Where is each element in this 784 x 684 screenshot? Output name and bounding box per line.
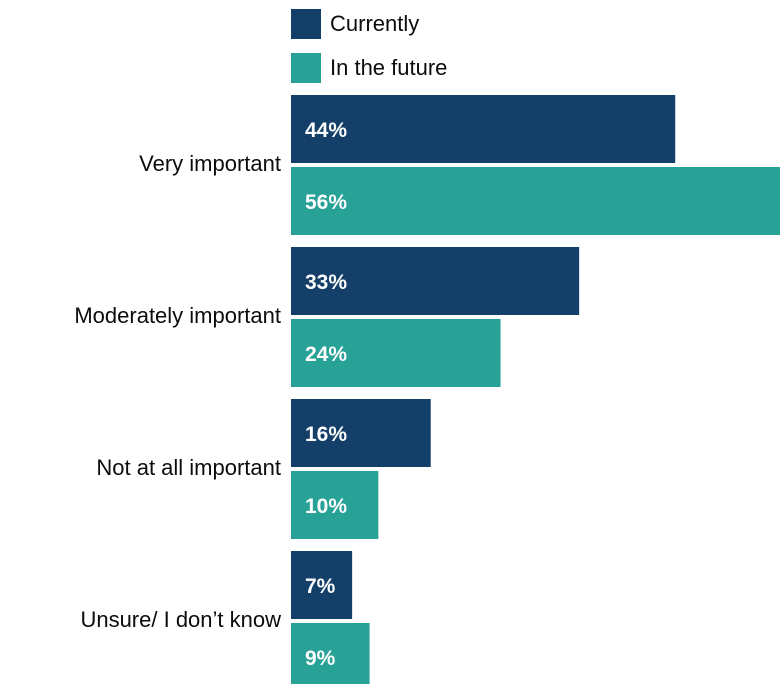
bar-group: 16% 10% Not at all important: [96, 399, 431, 539]
legend: Currently In the future: [291, 9, 447, 83]
category-label: Moderately important: [74, 303, 281, 328]
bar-value-label: 24%: [305, 343, 347, 366]
bar-currently: [291, 551, 353, 619]
bar-currently: [291, 95, 676, 163]
bar-in-the-future: [291, 471, 379, 539]
category-label: Very important: [139, 151, 281, 176]
bar-value-label: 9%: [305, 647, 336, 670]
legend-swatch-in-the-future: [291, 53, 321, 83]
bar-value-label: 10%: [305, 495, 347, 518]
bar-value-label: 16%: [305, 423, 347, 446]
bar-group: 33% 24% Moderately important: [74, 247, 580, 387]
bar-in-the-future: [291, 319, 501, 387]
category-label: Not at all important: [96, 455, 281, 480]
bar-value-label: 7%: [305, 575, 336, 598]
bar-in-the-future: [291, 623, 370, 684]
legend-label-in-the-future: In the future: [330, 55, 447, 80]
bar-value-label: 44%: [305, 119, 347, 142]
bar-group: 7% 9% Unsure/ I don’t know: [80, 551, 370, 684]
legend-label-currently: Currently: [330, 11, 419, 36]
bar-value-label: 56%: [305, 191, 347, 214]
legend-swatch-currently: [291, 9, 321, 39]
category-label: Unsure/ I don’t know: [80, 607, 281, 632]
bar-currently: [291, 247, 580, 315]
bar-currently: [291, 399, 431, 467]
bar-in-the-future: [291, 167, 780, 235]
bar-value-label: 33%: [305, 271, 347, 294]
bar-group: 44% 56% Very important: [139, 95, 780, 235]
